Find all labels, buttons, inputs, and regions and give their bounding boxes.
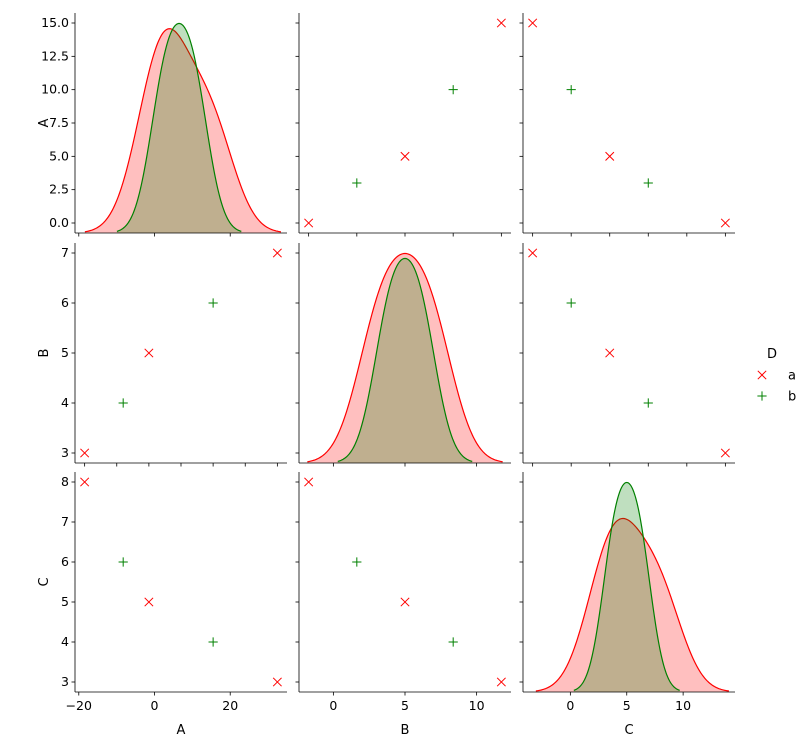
ytick-label-C-3: 6 <box>61 554 69 569</box>
kde-fill-B-a <box>307 253 503 463</box>
point-C-A-0 <box>80 477 90 487</box>
panel-C-B: 0 5 10 <box>295 472 511 713</box>
xtick-label-C-2: 10 <box>675 698 691 713</box>
point-A-B-2 <box>400 151 410 161</box>
point-B-C-1 <box>643 398 653 408</box>
ylabel-C: C <box>37 577 52 586</box>
panel-B-A: 3 4 5 6 7 <box>61 243 287 467</box>
point-A-B-4 <box>496 18 506 28</box>
point-C-B-3 <box>448 637 458 647</box>
xlabel-C: C <box>624 723 633 738</box>
point-A-B-1 <box>352 178 362 188</box>
kde-line-C-a <box>535 517 729 692</box>
ylabel-B: B <box>37 349 52 358</box>
point-C-A-2 <box>144 597 154 607</box>
xtick-label-B-1: 5 <box>401 698 409 713</box>
legend-marker-a <box>757 370 767 380</box>
ytick-label-C-1: 4 <box>61 634 69 649</box>
panel-A-A: 0.0 2.5 5.0 7.5 10.0 12.5 15.0 <box>41 13 287 237</box>
panel-C-C: 0 5 10 <box>519 472 735 713</box>
kde-line-C-b <box>573 481 680 691</box>
point-C-B-2 <box>400 597 410 607</box>
panel-B-C <box>519 243 735 467</box>
xtick-label-A-2: 20 <box>222 698 238 713</box>
point-A-C-0 <box>720 218 730 228</box>
point-B-C-0 <box>720 448 730 458</box>
point-A-C-3 <box>566 85 576 95</box>
ytick-label-B-3: 6 <box>61 295 69 310</box>
ytick-label-C-4: 7 <box>61 514 69 529</box>
ytick-label-A-5: 12.5 <box>41 48 69 63</box>
kde-line-B-a <box>307 252 503 463</box>
legend: Dab <box>757 347 796 405</box>
ytick-label-A-1: 2.5 <box>49 182 69 197</box>
point-C-A-1 <box>118 557 128 567</box>
ytick-label-A-3: 7.5 <box>49 115 69 130</box>
ytick-label-A-0: 0.0 <box>49 215 69 230</box>
legend-label-a: a <box>788 369 796 384</box>
xlabel-A: A <box>177 723 186 738</box>
xlabel-B: B <box>401 723 410 738</box>
panel-A-B <box>295 13 511 237</box>
point-C-B-0 <box>304 477 314 487</box>
xtick-label-A-0: −20 <box>66 698 92 713</box>
point-A-C-4 <box>528 18 538 28</box>
point-C-B-1 <box>352 557 362 567</box>
point-C-A-4 <box>272 677 282 687</box>
xtick-label-C-1: 5 <box>623 698 631 713</box>
ytick-label-C-2: 5 <box>61 594 69 609</box>
ytick-label-B-4: 7 <box>61 245 69 260</box>
panel-A-C <box>519 13 735 237</box>
point-C-B-4 <box>496 677 506 687</box>
xtick-label-B-0: 0 <box>329 698 337 713</box>
ytick-label-A-6: 15.0 <box>41 15 69 30</box>
kde-fill-B-b <box>337 258 473 463</box>
point-B-A-1 <box>118 398 128 408</box>
kde-fill-C-a <box>535 518 729 692</box>
xtick-label-A-1: 0 <box>151 698 159 713</box>
point-A-B-0 <box>304 218 314 228</box>
panel-B-B <box>295 243 511 467</box>
kde-line-B-b <box>337 257 473 462</box>
ytick-label-A-2: 5.0 <box>49 148 69 163</box>
point-B-A-0 <box>80 448 90 458</box>
point-A-C-2 <box>605 151 615 161</box>
point-B-A-2 <box>144 348 154 358</box>
point-C-A-3 <box>208 637 218 647</box>
kde-fill-A-a <box>84 28 281 234</box>
kde-line-A-a <box>84 28 282 233</box>
ytick-label-B-0: 3 <box>61 445 69 460</box>
ylabel-A: A <box>37 118 52 127</box>
legend-marker-b <box>757 391 767 401</box>
xtick-label-C-0: 0 <box>566 698 574 713</box>
point-B-A-3 <box>208 298 218 308</box>
point-B-C-2 <box>605 348 615 358</box>
point-B-C-3 <box>566 298 576 308</box>
panel-C-A: 3 4 5 6 7 8 −20 0 20 <box>61 472 287 713</box>
point-B-C-4 <box>528 248 538 258</box>
kde-line-A-b <box>116 22 242 232</box>
ytick-label-C-0: 3 <box>61 674 69 689</box>
point-B-A-4 <box>272 248 282 258</box>
legend-label-b: b <box>788 390 796 405</box>
ytick-label-A-4: 10.0 <box>41 82 69 97</box>
ytick-label-C-5: 8 <box>61 474 69 489</box>
point-A-B-3 <box>448 85 458 95</box>
xtick-label-B-2: 10 <box>469 698 485 713</box>
ytick-label-B-1: 4 <box>61 395 69 410</box>
kde-fill-C-b <box>573 482 680 692</box>
kde-fill-A-b <box>116 23 242 234</box>
point-A-C-1 <box>643 178 653 188</box>
legend-title: D <box>767 347 777 362</box>
ytick-label-B-2: 5 <box>61 345 69 360</box>
